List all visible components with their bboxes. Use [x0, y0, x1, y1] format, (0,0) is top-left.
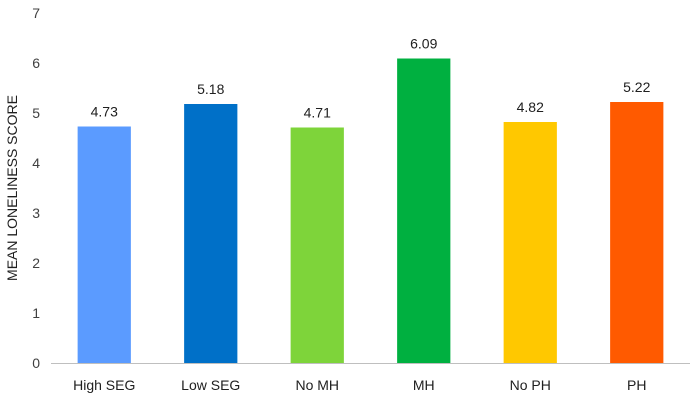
x-category-label: High SEG — [73, 377, 135, 393]
bars — [77, 58, 664, 363]
x-axis-categories: High SEG Low SEG No MH MH No PH PH — [73, 377, 646, 393]
data-labels: 4.73 5.18 4.71 6.09 4.82 5.22 — [91, 36, 651, 121]
x-category-label: Low SEG — [181, 377, 240, 393]
y-tick-label: 6 — [32, 55, 40, 71]
data-label: 5.18 — [197, 81, 224, 97]
data-label: 6.09 — [410, 36, 437, 52]
data-label: 4.71 — [304, 105, 331, 121]
data-label: 5.22 — [623, 79, 650, 95]
y-tick-label: 3 — [32, 205, 40, 221]
bar — [77, 126, 131, 363]
bar — [503, 122, 557, 363]
y-axis-label: MEAN LONELINESS SCORE — [4, 95, 20, 281]
bar — [184, 104, 238, 363]
x-category-label: No PH — [510, 377, 551, 393]
data-label: 4.82 — [517, 99, 544, 115]
y-tick-label: 0 — [32, 355, 40, 371]
x-category-label: PH — [627, 377, 646, 393]
y-tick-label: 1 — [32, 305, 40, 321]
bar — [397, 58, 451, 363]
y-tick-label: 5 — [32, 105, 40, 121]
bar — [290, 127, 344, 363]
y-axis-ticks: 0 1 2 3 4 5 6 7 — [32, 5, 40, 371]
x-category-label: No MH — [295, 377, 339, 393]
y-tick-label: 2 — [32, 255, 40, 271]
bar — [610, 102, 664, 363]
data-label: 4.73 — [91, 104, 118, 120]
x-category-label: MH — [413, 377, 435, 393]
y-tick-label: 7 — [32, 5, 40, 21]
y-tick-label: 4 — [32, 155, 40, 171]
